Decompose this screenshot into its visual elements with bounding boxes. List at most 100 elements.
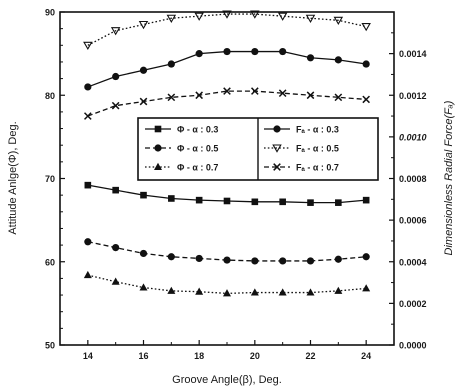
series-line	[87, 50, 367, 88]
x-tick-label: 24	[361, 351, 371, 361]
series-line	[87, 13, 367, 46]
data-point	[112, 72, 120, 81]
x-tick-label: 20	[250, 351, 260, 361]
data-point	[277, 12, 288, 21]
data-point	[84, 181, 92, 189]
series-4	[84, 47, 370, 91]
x-tick-label: 16	[138, 351, 148, 361]
data-point	[112, 243, 120, 252]
data-point	[84, 83, 92, 91]
data-point	[278, 288, 287, 296]
data-point	[195, 91, 203, 100]
data-point	[362, 253, 370, 261]
data-point	[195, 196, 203, 204]
data-point	[251, 47, 259, 56]
left-axis-label: Attitude Anlge(Φ), Deg.	[7, 121, 19, 234]
right-axis-ticks: 0.0000 0.0002 0.0004 0.0006 0.0008 0.0010 0.00…	[389, 32, 427, 351]
legend-label: Fₐ - α : 0.3	[296, 125, 339, 135]
data-point	[83, 41, 93, 51]
series-2	[84, 238, 370, 265]
data-point	[279, 47, 287, 56]
data-point	[167, 286, 176, 294]
data-point	[167, 93, 176, 102]
data-point	[111, 101, 120, 110]
data-point	[251, 257, 259, 265]
data-point	[334, 56, 342, 64]
data-point	[195, 50, 203, 58]
right-tick-label: 0.0012	[399, 91, 427, 101]
x-tick-label: 18	[194, 351, 204, 361]
data-point	[138, 20, 149, 30]
left-tick-label: 70	[45, 174, 55, 184]
data-point	[362, 284, 371, 292]
left-axis-ticks: 50 60 70 80 90	[45, 8, 65, 351]
right-tick-label: 0.0004	[399, 257, 427, 267]
data-point	[306, 91, 315, 100]
data-point	[223, 289, 231, 297]
legend-items: Φ - α : 0.3 Φ - α : 0.5 Φ - α : 0.7 Fₐ - α …	[145, 125, 339, 173]
data-point	[194, 12, 204, 21]
data-point	[139, 66, 148, 74]
data-point	[361, 23, 371, 32]
data-point	[251, 198, 259, 206]
x-tick-label: 22	[305, 351, 315, 361]
data-point	[250, 288, 259, 296]
series-6	[84, 87, 370, 120]
data-point	[222, 10, 232, 19]
data-point	[166, 14, 177, 23]
data-point	[223, 197, 231, 205]
left-tick-label: 50	[45, 341, 55, 351]
data-point	[251, 87, 259, 95]
data-point	[195, 287, 204, 295]
right-axis-label: Dimensionless Radial Force(Fₐ)	[443, 100, 455, 255]
data-point	[334, 286, 343, 294]
data-point	[279, 198, 286, 206]
data-point	[167, 60, 175, 68]
data-point	[279, 257, 287, 265]
legend-label: Φ - α : 0.5	[177, 144, 218, 154]
data-point	[306, 288, 315, 296]
data-point	[139, 249, 148, 258]
series-1	[84, 181, 370, 206]
legend-marker	[273, 125, 281, 133]
data-point	[307, 199, 314, 206]
data-point	[334, 255, 342, 263]
left-tick-label: 60	[45, 257, 55, 267]
data-point	[306, 257, 315, 265]
data-point	[110, 27, 121, 36]
data-point	[112, 186, 119, 194]
legend-marker	[154, 162, 162, 170]
series-line	[87, 90, 367, 117]
right-tick-label: 0.0008	[399, 174, 427, 184]
series-5	[83, 10, 371, 51]
data-point	[335, 199, 342, 206]
legend-marker	[154, 144, 162, 152]
legend-label: Fₐ - α : 0.7	[296, 163, 339, 173]
legend-marker	[273, 163, 281, 171]
data-point	[278, 89, 287, 97]
data-point	[84, 112, 92, 120]
right-tick-label: 0.0006	[399, 216, 427, 226]
data-point	[167, 253, 175, 261]
data-point	[139, 283, 148, 291]
legend-marker	[272, 144, 282, 153]
right-tick-label: 0.0000	[399, 341, 427, 351]
right-tick-label: 0.0010	[399, 132, 427, 142]
data-point	[223, 47, 231, 56]
series-layer	[83, 10, 371, 297]
data-point	[362, 95, 370, 104]
data-point	[84, 238, 92, 246]
x-axis-label: Groove Angle(β), Deg.	[172, 374, 282, 386]
data-point	[139, 97, 148, 106]
data-point	[334, 93, 343, 102]
x-tick-label: 14	[83, 351, 93, 361]
data-point	[223, 87, 231, 95]
data-point	[306, 54, 315, 62]
data-point	[168, 195, 175, 202]
data-point	[333, 16, 344, 26]
legend-label: Fₐ - α : 0.5	[296, 144, 339, 154]
left-tick-label: 90	[45, 8, 55, 18]
data-point	[250, 10, 260, 19]
data-point	[111, 277, 120, 285]
